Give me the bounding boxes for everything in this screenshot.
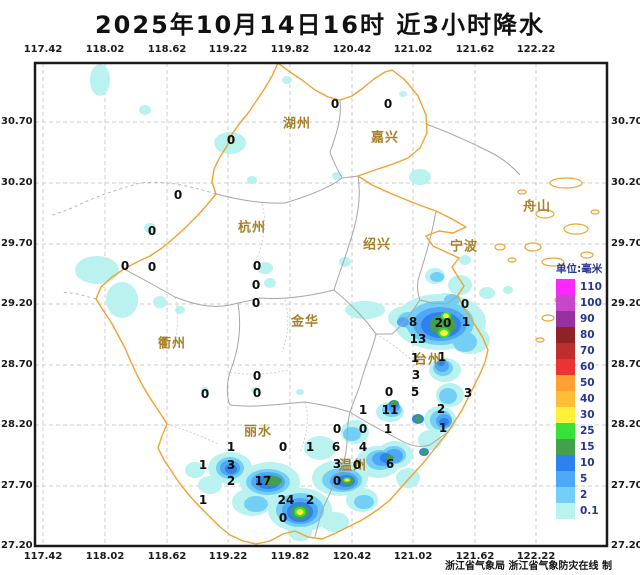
lon-tick-label: 118.62 — [145, 551, 189, 562]
legend-row: 0.1 — [556, 503, 602, 519]
legend-row: 50 — [556, 375, 602, 391]
legend-swatch — [556, 455, 575, 471]
legend-label: 100 — [580, 297, 602, 309]
legend-swatch — [556, 279, 575, 295]
lat-tick-label: 27.70 — [1, 480, 32, 491]
legend-swatch — [556, 423, 575, 439]
lon-tick-label: 119.22 — [206, 551, 250, 562]
legend-swatch — [556, 375, 575, 391]
legend-row: 70 — [556, 343, 602, 359]
lat-tick-label: 28.20 — [611, 419, 640, 430]
legend-label: 70 — [580, 345, 595, 357]
legend-row: 90 — [556, 311, 602, 327]
legend-swatch — [556, 327, 575, 343]
legend-label: 90 — [580, 313, 595, 325]
lat-tick-label: 30.20 — [611, 177, 640, 188]
legend-label: 40 — [580, 393, 595, 405]
legend-label: 30 — [580, 409, 595, 421]
outside-boundaries — [50, 182, 216, 299]
legend-label: 2 — [580, 489, 587, 501]
legend-swatch — [556, 343, 575, 359]
legend-row: 10 — [556, 455, 602, 471]
legend-row: 60 — [556, 359, 602, 375]
lat-tick-label: 27.70 — [611, 480, 640, 491]
lat-tick-label: 27.20 — [611, 540, 640, 551]
lon-tick-label: 118.02 — [83, 44, 127, 55]
legend-swatch — [556, 439, 575, 455]
legend-label: 0.1 — [580, 505, 599, 517]
lon-tick-label: 119.22 — [206, 44, 250, 55]
lat-tick-label: 30.70 — [1, 116, 32, 127]
legend-row: 25 — [556, 423, 602, 439]
legend-swatch — [556, 359, 575, 375]
legend-row: 30 — [556, 407, 602, 423]
legend-swatch — [556, 407, 575, 423]
legend-row: 110 — [556, 279, 602, 295]
lat-tick-label: 28.70 — [1, 359, 32, 370]
outside-coast — [426, 124, 520, 175]
lat-tick-label: 30.20 — [1, 177, 32, 188]
lon-tick-label: 118.02 — [83, 551, 127, 562]
map-canvas — [0, 0, 640, 575]
lon-tick-label: 121.02 — [391, 44, 435, 55]
legend-label: 5 — [580, 473, 587, 485]
lat-tick-label: 29.20 — [1, 298, 32, 309]
lat-tick-label: 28.70 — [611, 359, 640, 370]
precipitation-map-page: 2025年10月14日16时 近3小时降水 — [0, 0, 640, 575]
legend-swatch — [556, 471, 575, 487]
lat-tick-label: 29.70 — [1, 238, 32, 249]
lon-tick-label: 120.42 — [330, 551, 374, 562]
legend-title: 单位:毫米 — [556, 261, 602, 276]
legend-row: 5 — [556, 471, 602, 487]
lon-tick-label: 119.82 — [268, 551, 312, 562]
legend-row: 15 — [556, 439, 602, 455]
lon-tick-label: 121.02 — [391, 551, 435, 562]
lat-tick-label: 30.70 — [611, 116, 640, 127]
legend-label: 60 — [580, 361, 595, 373]
legend-rows: 110 100 90 80 70 60 50 40 30 25 15 10 5 2 0.1 — [556, 279, 602, 519]
lat-tick-label: 29.70 — [611, 238, 640, 249]
lat-tick-label: 27.20 — [1, 540, 32, 551]
legend-swatch — [556, 487, 575, 503]
legend-label: 25 — [580, 425, 595, 437]
legend-label: 80 — [580, 329, 595, 341]
lon-tick-label: 119.82 — [268, 44, 312, 55]
legend-swatch — [556, 311, 575, 327]
legend-label: 10 — [580, 457, 595, 469]
lon-tick-label: 121.62 — [453, 44, 497, 55]
legend-row: 2 — [556, 487, 602, 503]
lat-tick-label: 29.20 — [611, 298, 640, 309]
attribution: 浙江省气象局 浙江省气象防灾在线 制 — [445, 557, 612, 572]
lon-tick-label: 117.42 — [21, 551, 65, 562]
legend: 单位:毫米 110 100 90 80 70 60 50 40 30 25 15 10 5 2 0.1 — [556, 261, 602, 519]
lon-tick-label: 117.42 — [21, 44, 65, 55]
legend-swatch — [556, 295, 575, 311]
legend-label: 15 — [580, 441, 595, 453]
legend-swatch — [556, 503, 575, 519]
legend-swatch — [556, 391, 575, 407]
legend-label: 50 — [580, 377, 595, 389]
lat-tick-label: 28.20 — [1, 419, 32, 430]
legend-row: 40 — [556, 391, 602, 407]
legend-label: 110 — [580, 281, 602, 293]
lon-tick-label: 120.42 — [330, 44, 374, 55]
legend-row: 100 — [556, 295, 602, 311]
legend-row: 80 — [556, 327, 602, 343]
lon-tick-label: 122.22 — [514, 44, 558, 55]
lon-tick-label: 118.62 — [145, 44, 189, 55]
